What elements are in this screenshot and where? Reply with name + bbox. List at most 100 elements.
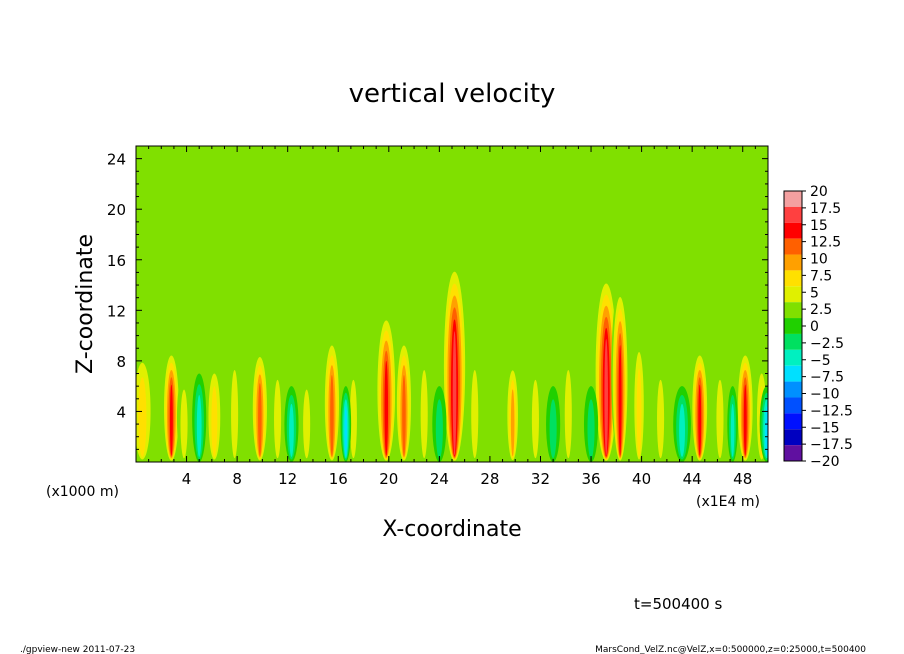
updraft-contour bbox=[604, 339, 608, 456]
updraft-contour bbox=[138, 377, 147, 457]
colorbar-swatch bbox=[784, 381, 802, 398]
updraft-contour bbox=[384, 360, 389, 456]
updraft-column bbox=[417, 348, 432, 462]
downdraft-contour bbox=[289, 403, 294, 457]
updraft-contour bbox=[510, 389, 515, 457]
updraft-column bbox=[375, 310, 397, 462]
downdraft-column bbox=[432, 386, 447, 462]
y-tick-label: 8 bbox=[116, 353, 126, 371]
updraft-contour bbox=[716, 379, 724, 459]
colorbar-swatch bbox=[784, 445, 802, 461]
updraft-contour bbox=[420, 370, 428, 459]
downdraft-contour bbox=[344, 406, 348, 457]
downdraft-column bbox=[192, 373, 207, 462]
footer-left: ./gpview-new 2011-07-23 bbox=[20, 645, 135, 654]
updraft-column bbox=[712, 360, 728, 462]
colorbar-label: −15 bbox=[810, 420, 840, 436]
x-tick-label: 28 bbox=[480, 470, 499, 488]
downdraft-contour bbox=[764, 406, 768, 457]
colorbar-swatch bbox=[784, 238, 802, 255]
colorbar: 2017.51512.5107.552.50−2.5−5−7.5−10−12.5… bbox=[783, 184, 853, 470]
colorbar-swatch bbox=[784, 333, 802, 350]
updraft-column bbox=[395, 335, 413, 462]
updraft-contour bbox=[564, 370, 572, 459]
colorbar-swatch bbox=[784, 429, 802, 446]
updraft-column bbox=[323, 335, 341, 462]
updraft-column bbox=[631, 335, 647, 462]
updraft-column bbox=[528, 360, 543, 462]
x-unit-left: (x1000 m) bbox=[46, 484, 119, 500]
downdraft-column bbox=[284, 386, 299, 462]
colorbar-swatch bbox=[784, 222, 802, 239]
colorbar-label: 17.5 bbox=[810, 201, 841, 217]
y-tick-label: 20 bbox=[107, 201, 126, 219]
downdraft-contour bbox=[730, 403, 735, 457]
updraft-column bbox=[136, 348, 155, 462]
colorbar-swatch bbox=[784, 302, 802, 319]
downdraft-contour bbox=[196, 395, 202, 457]
colorbar-swatch bbox=[784, 191, 802, 207]
colorbar-swatch bbox=[784, 254, 802, 271]
downdraft-column bbox=[340, 386, 352, 462]
x-tick-label: 24 bbox=[430, 470, 449, 488]
plot-area bbox=[136, 146, 768, 462]
updraft-contour bbox=[303, 389, 311, 459]
updraft-contour bbox=[330, 375, 334, 456]
y-tick-label: 16 bbox=[107, 252, 126, 270]
y-axis-ticks: 4 8 12 16 20 24 bbox=[107, 145, 768, 463]
colorbar-label: 2.5 bbox=[810, 302, 832, 318]
colorbar-label: −7.5 bbox=[810, 370, 844, 386]
y-axis-label: Z-coordinate bbox=[73, 234, 98, 374]
updraft-contour bbox=[636, 368, 642, 457]
x-tick-label: 16 bbox=[329, 470, 348, 488]
footer-right: MarsCond_VelZ.nc@VelZ,x=0:500000,z=0:250… bbox=[595, 645, 866, 654]
updraft-contour bbox=[211, 386, 218, 457]
updraft-column bbox=[653, 360, 668, 462]
downdraft-contour bbox=[587, 399, 595, 459]
updraft-contour bbox=[531, 379, 539, 459]
downdraft-contour bbox=[549, 399, 557, 459]
colorbar-label: 20 bbox=[810, 184, 828, 200]
updraft-column bbox=[227, 348, 242, 462]
updraft-contour bbox=[169, 384, 173, 456]
x-tick-label: 8 bbox=[232, 470, 242, 488]
colorbar-label: −5 bbox=[810, 353, 831, 369]
colorbar-label: 15 bbox=[810, 218, 828, 234]
x-unit-right: (x1E4 m) bbox=[696, 494, 760, 510]
x-tick-label: 40 bbox=[632, 470, 651, 488]
updraft-column bbox=[505, 360, 520, 462]
updraft-contour bbox=[657, 379, 665, 459]
updraft-contour bbox=[471, 370, 479, 459]
downdraft-column bbox=[673, 386, 691, 462]
colorbar-swatch bbox=[784, 270, 802, 287]
x-axis-ticks: 4 8 12 16 20 24 28 32 36 40 44 48 bbox=[135, 146, 769, 488]
x-tick-label: 44 bbox=[683, 470, 702, 488]
time-label: t=500400 s bbox=[634, 595, 722, 613]
colorbar-swatch bbox=[784, 286, 802, 303]
updraft-contour bbox=[258, 383, 262, 456]
downdraft-column bbox=[727, 386, 738, 462]
x-tick-label: 36 bbox=[581, 470, 600, 488]
updraft-contour bbox=[452, 331, 457, 456]
updraft-column bbox=[611, 285, 629, 462]
downdraft-column bbox=[759, 386, 768, 462]
colorbar-label: −10 bbox=[810, 387, 840, 403]
updraft-column bbox=[162, 348, 181, 462]
updraft-column bbox=[176, 373, 192, 462]
velocity-columns bbox=[136, 259, 768, 462]
updraft-column bbox=[205, 360, 224, 462]
chart-title: vertical velocity bbox=[349, 79, 556, 109]
updraft-column bbox=[251, 348, 269, 462]
x-axis-label: X-coordinate bbox=[382, 517, 521, 542]
y-tick-label: 4 bbox=[116, 403, 126, 421]
x-tick-label: 4 bbox=[182, 470, 192, 488]
colorbar-swatch bbox=[784, 318, 802, 334]
updraft-column bbox=[299, 373, 314, 462]
downdraft-column bbox=[583, 386, 599, 462]
colorbar-swatch bbox=[784, 206, 802, 223]
updraft-column bbox=[593, 272, 619, 462]
updraft-contour bbox=[180, 389, 188, 459]
updraft-contour bbox=[231, 370, 239, 459]
colorbar-label: −12.5 bbox=[810, 403, 853, 419]
